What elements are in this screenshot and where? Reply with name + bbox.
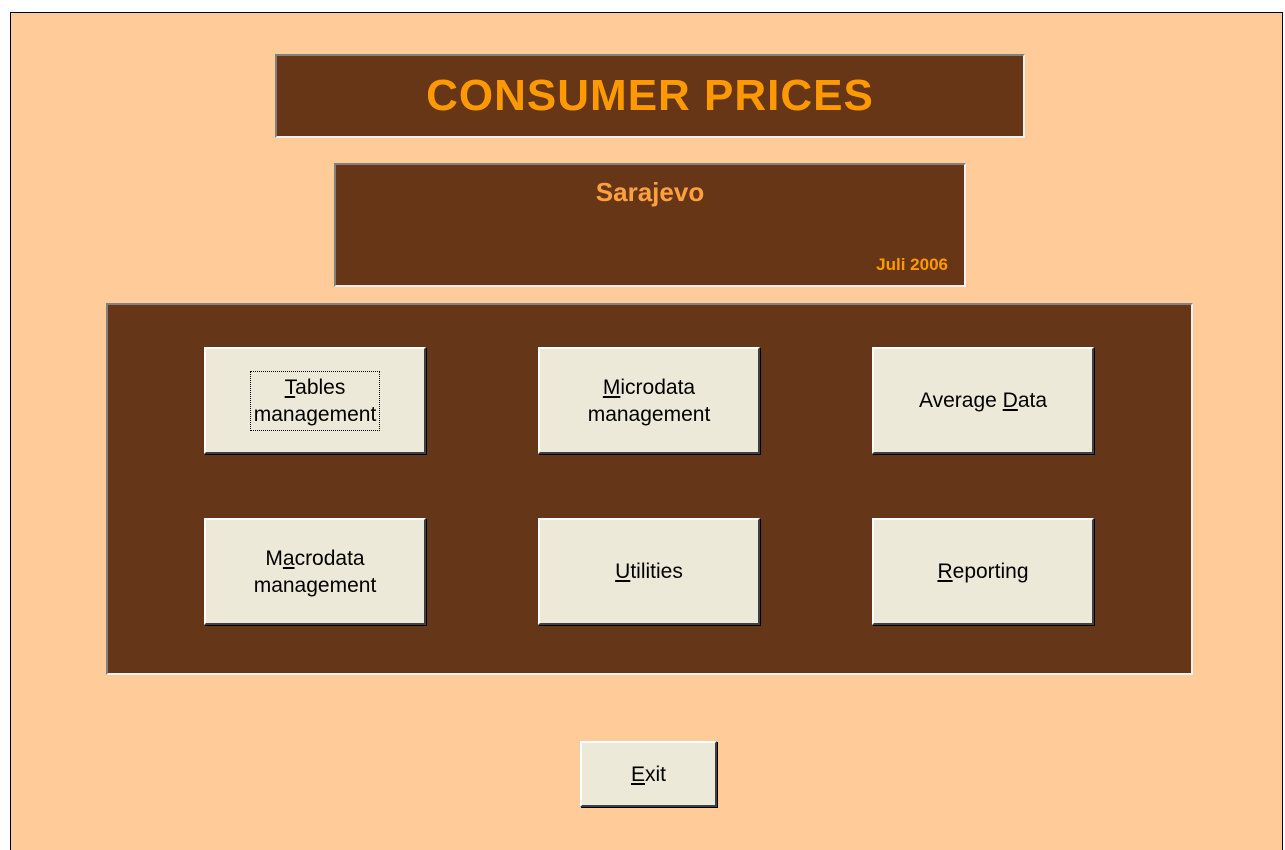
label-line: Microdata: [588, 374, 711, 401]
subtitle-box: Sarajevo Juli 2006: [334, 163, 966, 287]
button-label: Average Data: [915, 384, 1051, 417]
label-line: Exit: [631, 761, 666, 788]
label-line: Tables: [254, 374, 377, 401]
label-text: icrodata: [620, 375, 696, 399]
button-label: Tables management: [249, 370, 381, 431]
access-key: U: [615, 560, 631, 583]
access-key: T: [284, 375, 296, 399]
label-line: Macrodata: [254, 545, 377, 572]
access-key: R: [937, 560, 953, 583]
label-text: management: [253, 402, 377, 426]
label-text: crodata: [294, 546, 365, 570]
button[interactable]: Exit: [580, 741, 717, 807]
label-text: ables: [295, 375, 346, 399]
label-text: management: [253, 573, 377, 597]
button[interactable]: Utilities: [538, 518, 760, 625]
label-text: xit: [645, 762, 666, 786]
label-text: management: [587, 402, 711, 426]
title: CONSUMER PRICES: [426, 71, 874, 120]
label-line: Average Data: [919, 387, 1047, 414]
button-label: Microdata management: [584, 371, 715, 431]
button-label: Utilities: [611, 555, 687, 588]
button[interactable]: Microdata management: [538, 347, 760, 454]
access-key: a: [282, 546, 295, 570]
button-label: Exit: [627, 758, 670, 791]
button[interactable]: Average Data: [872, 347, 1094, 454]
window: CONSUMER PRICES Sarajevo Juli 2006 Table…: [10, 12, 1283, 850]
access-key: M: [602, 375, 621, 399]
title-box: CONSUMER PRICES: [275, 54, 1025, 138]
city: Sarajevo: [595, 177, 705, 207]
label-line: management: [254, 401, 377, 428]
label-text: tilities: [630, 560, 683, 583]
label-text: eporting: [952, 560, 1029, 583]
access-key: D: [1002, 389, 1018, 412]
label-text: ata: [1017, 389, 1048, 412]
label-line: Utilities: [615, 558, 683, 585]
button[interactable]: Macrodata management: [204, 518, 426, 625]
button[interactable]: Reporting: [872, 518, 1094, 625]
period: Juli 2006: [876, 255, 948, 274]
access-key: E: [630, 762, 645, 786]
label-text: Average: [918, 389, 1003, 412]
label-line: Reporting: [937, 558, 1028, 585]
label-text: M: [265, 546, 283, 570]
button-label: Macrodata management: [250, 542, 381, 602]
button-label: Reporting: [933, 555, 1032, 588]
label-line: management: [254, 572, 377, 599]
label-line: management: [588, 401, 711, 428]
button[interactable]: Tables management: [204, 347, 426, 454]
